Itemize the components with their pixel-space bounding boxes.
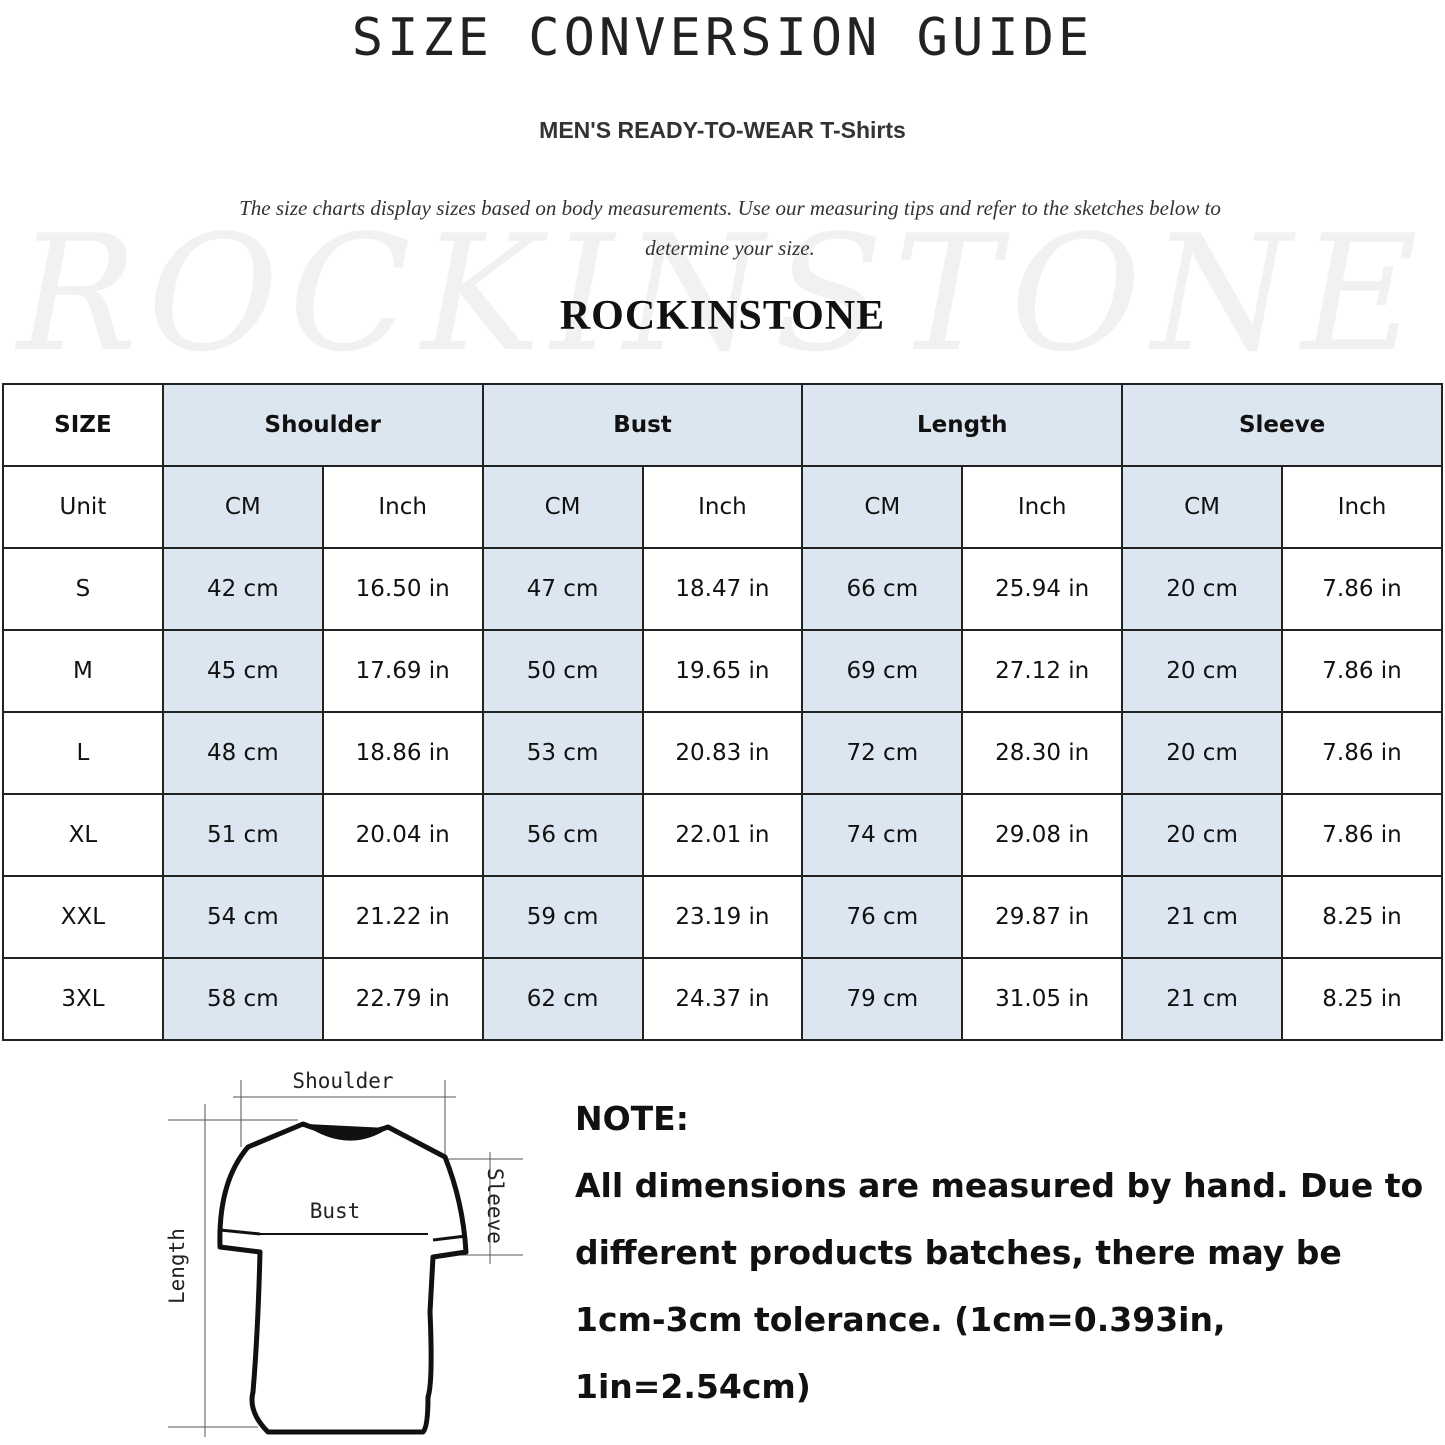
- measurement-cell: 66 cm: [801, 547, 964, 631]
- unit-header: Inch: [641, 465, 804, 549]
- brand-name: ROCKINSTONE: [559, 293, 886, 339]
- unit-header: Inch: [1281, 465, 1443, 549]
- length-label: Length: [165, 1228, 189, 1304]
- measurement-cell: 19.65 in: [641, 629, 804, 713]
- measurement-cell: 7.86 in: [1281, 793, 1443, 877]
- table-row: S 42 cm 16.50 in 47 cm 18.47 in 66 cm 25.94 in…: [2, 547, 1443, 631]
- shoulder-label: Shoulder: [292, 1069, 393, 1093]
- measurement-cell: 20.04 in: [321, 793, 484, 877]
- note: NOTE: All dimensions are measured by han…: [575, 1085, 1435, 1420]
- measurement-cell: 69 cm: [801, 629, 964, 713]
- size-cell: XXL: [2, 875, 164, 959]
- measurement-cell: 31.05 in: [961, 957, 1124, 1041]
- table-row: XXL 54 cm 21.22 in 59 cm 23.19 in 76 cm 29.87 …: [2, 875, 1443, 959]
- page-title: SIZE CONVERSION GUIDE: [351, 8, 1094, 68]
- measurement-cell: 48 cm: [161, 711, 324, 795]
- note-line: All dimensions are measured by hand. Due…: [575, 1166, 1424, 1205]
- unit-header: CM: [161, 465, 324, 549]
- description: The size charts display sizes based on b…: [239, 196, 1221, 260]
- watermark: ROCKINSTONE: [16, 200, 1429, 387]
- group-header: Shoulder: [161, 383, 484, 467]
- measurement-cell: 54 cm: [161, 875, 324, 959]
- measurement-cell: 8.25 in: [1281, 957, 1443, 1041]
- note-heading: NOTE:: [575, 1099, 689, 1138]
- measurement-cell: 16.50 in: [321, 547, 484, 631]
- note-line: different products batches, there may be: [575, 1233, 1342, 1272]
- unit-header: CM: [1121, 465, 1283, 549]
- tshirt-measurement-diagram: Shoulder Bust Sleeve Length: [165, 1069, 523, 1437]
- measurement-cell: 20 cm: [1121, 629, 1283, 713]
- table-row: 3XL 58 cm 22.79 in 62 cm 24.37 in 79 cm 31.05 …: [2, 957, 1443, 1041]
- note-line: 1cm-3cm tolerance. (1cm=0.393in, 1in=2.5…: [575, 1300, 1226, 1406]
- measurement-cell: 29.87 in: [961, 875, 1124, 959]
- measurement-cell: 72 cm: [801, 711, 964, 795]
- size-cell: S: [2, 547, 164, 631]
- unit-header: Inch: [961, 465, 1124, 549]
- measurement-cell: 7.86 in: [1281, 711, 1443, 795]
- table-header-row: SIZE Shoulder Bust Length Sleeve: [2, 383, 1443, 467]
- unit-header: CM: [801, 465, 964, 549]
- measurement-cell: 23.19 in: [641, 875, 804, 959]
- measurement-cell: 18.86 in: [321, 711, 484, 795]
- measurement-cell: 25.94 in: [961, 547, 1124, 631]
- measurement-cell: 8.25 in: [1281, 875, 1443, 959]
- measurement-cell: 79 cm: [801, 957, 964, 1041]
- subtitle: MEN'S READY-TO-WEAR T-Shirts: [539, 117, 906, 143]
- measurement-cell: 62 cm: [481, 957, 644, 1041]
- table-row: L 48 cm 18.86 in 53 cm 20.83 in 72 cm 28.30 in…: [2, 711, 1443, 795]
- measurement-cell: 24.37 in: [641, 957, 804, 1041]
- measurement-cell: 18.47 in: [641, 547, 804, 631]
- measurement-cell: 76 cm: [801, 875, 964, 959]
- bust-label: Bust: [310, 1199, 361, 1223]
- measurement-cell: 53 cm: [481, 711, 644, 795]
- size-table: SIZE Shoulder Bust Length Sleeve Unit CM…: [2, 383, 1443, 1041]
- measurement-cell: 51 cm: [161, 793, 324, 877]
- unit-label: Unit: [2, 465, 164, 549]
- measurement-cell: 20 cm: [1121, 547, 1283, 631]
- measurement-cell: 20 cm: [1121, 711, 1283, 795]
- measurement-cell: 47 cm: [481, 547, 644, 631]
- measurement-cell: 20.83 in: [641, 711, 804, 795]
- size-header: SIZE: [2, 383, 164, 467]
- measurement-cell: 22.01 in: [641, 793, 804, 877]
- measurement-cell: 42 cm: [161, 547, 324, 631]
- size-cell: 3XL: [2, 957, 164, 1041]
- measurement-cell: 20 cm: [1121, 793, 1283, 877]
- measurement-cell: 50 cm: [481, 629, 644, 713]
- measurement-cell: 22.79 in: [321, 957, 484, 1041]
- measurement-cell: 7.86 in: [1281, 547, 1443, 631]
- group-header: Bust: [481, 383, 804, 467]
- measurement-cell: 21.22 in: [321, 875, 484, 959]
- sleeve-label: Sleeve: [483, 1168, 507, 1244]
- group-header: Length: [801, 383, 1124, 467]
- measurement-cell: 17.69 in: [321, 629, 484, 713]
- measurement-cell: 21 cm: [1121, 875, 1283, 959]
- size-cell: XL: [2, 793, 164, 877]
- measurement-cell: 58 cm: [161, 957, 324, 1041]
- measurement-cell: 28.30 in: [961, 711, 1124, 795]
- size-cell: L: [2, 711, 164, 795]
- measurement-cell: 59 cm: [481, 875, 644, 959]
- unit-header: CM: [481, 465, 644, 549]
- unit-header: Inch: [321, 465, 484, 549]
- table-row: XL 51 cm 20.04 in 56 cm 22.01 in 74 cm 29.08 i…: [2, 793, 1443, 877]
- measurement-cell: 27.12 in: [961, 629, 1124, 713]
- table-row: M 45 cm 17.69 in 50 cm 19.65 in 69 cm 27.12 in…: [2, 629, 1443, 713]
- unit-row: Unit CM Inch CM Inch CM Inch CM Inch: [2, 465, 1443, 549]
- size-cell: M: [2, 629, 164, 713]
- measurement-cell: 74 cm: [801, 793, 964, 877]
- measurement-cell: 45 cm: [161, 629, 324, 713]
- measurement-cell: 29.08 in: [961, 793, 1124, 877]
- group-header: Sleeve: [1121, 383, 1443, 467]
- measurement-cell: 7.86 in: [1281, 629, 1443, 713]
- measurement-cell: 56 cm: [481, 793, 644, 877]
- measurement-cell: 21 cm: [1121, 957, 1283, 1041]
